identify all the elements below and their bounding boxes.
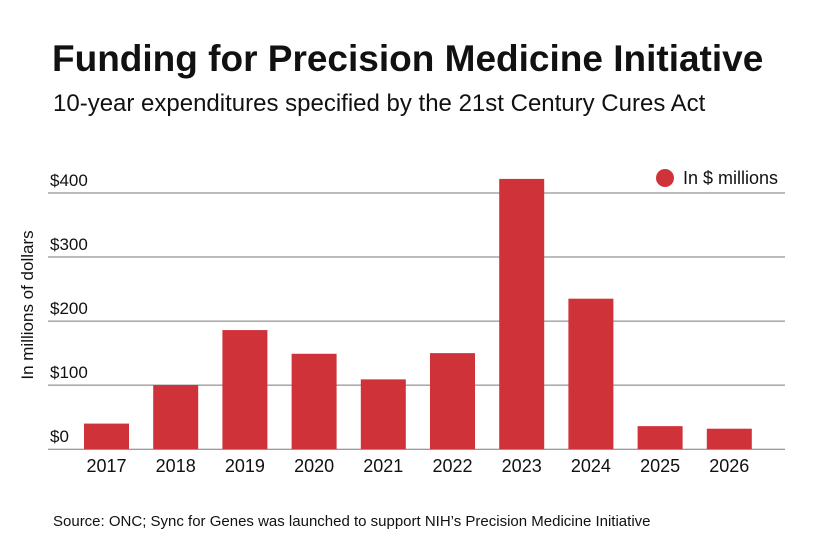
bars [84, 178, 752, 450]
x-tick-label-2025: 2025 [640, 456, 680, 476]
x-tick-label-2019: 2019 [225, 456, 265, 476]
x-tick-label-2018: 2018 [156, 456, 196, 476]
y-axis-label: In millions of dollars [18, 230, 37, 379]
y-tick-label: $0 [50, 427, 69, 446]
source-note: Source: ONC; Sync for Genes was launched… [53, 513, 651, 530]
y-tick-label: $100 [50, 363, 88, 382]
x-tick-label-2023: 2023 [502, 456, 542, 476]
bar-2025 [637, 426, 683, 450]
bar-2020 [291, 353, 337, 450]
bar-2018 [153, 385, 199, 450]
x-tick-label-2021: 2021 [363, 456, 403, 476]
y-tick-label: $400 [50, 171, 88, 190]
bar-2022 [430, 353, 475, 450]
chart-title: Funding for Precision Medicine Initiativ… [52, 38, 764, 79]
y-tick-label: $200 [50, 299, 88, 318]
x-tick-label-2020: 2020 [294, 456, 334, 476]
legend-marker [656, 169, 674, 187]
y-tick-labels: $0 $100 $200 $300 $400 [50, 171, 88, 446]
x-tick-label-2026: 2026 [709, 456, 749, 476]
x-tick-label-2024: 2024 [571, 456, 611, 476]
y-tick-label: $300 [50, 235, 88, 254]
bar-2021 [360, 379, 406, 450]
x-tick-label-2017: 2017 [86, 456, 126, 476]
legend-label: In $ millions [683, 168, 778, 188]
legend: In $ millions [656, 168, 778, 188]
bar-2023 [499, 178, 545, 450]
chart-subtitle: 10-year expenditures specified by the 21… [53, 90, 706, 117]
x-tick-label-2022: 2022 [432, 456, 472, 476]
x-tick-labels: 2017 2018 2019 2020 2021 2022 2023 2024 2025 2026 [86, 456, 749, 476]
bar-2024 [568, 298, 614, 450]
bar-2017 [84, 423, 129, 450]
bar-2026 [706, 428, 752, 450]
bar-2019 [222, 330, 268, 450]
